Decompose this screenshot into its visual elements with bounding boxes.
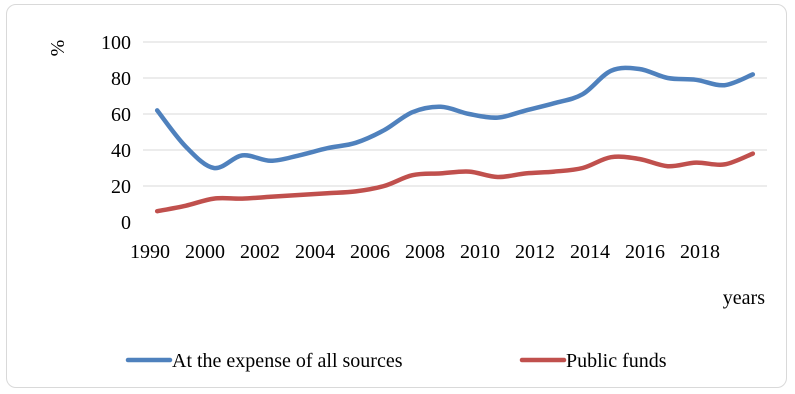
y-tick-label: 60: [111, 104, 131, 126]
legend-label-2: Public funds: [566, 350, 667, 372]
x-tick-label: 2012: [515, 241, 555, 263]
legend-label-1: At the expense of all sources: [172, 350, 403, 372]
gridlines: [143, 41, 767, 187]
x-tick-label: 1990: [130, 241, 170, 263]
series-lines: [154, 65, 756, 214]
x-tick-label: 2002: [240, 241, 280, 263]
y-axis-title: %: [47, 40, 69, 57]
x-tick-label: 2000: [185, 241, 225, 263]
x-axis-title: years: [723, 287, 765, 309]
x-tick-label: 2014: [570, 241, 610, 263]
chart-frame: [6, 4, 787, 388]
x-tick-label: 2004: [295, 241, 335, 263]
y-tick-label: 20: [111, 176, 131, 198]
x-tick-label: 2018: [680, 241, 720, 263]
y-tick-labels: 0 20 40 60 80 100: [101, 32, 131, 234]
x-tick-label: 2006: [350, 241, 390, 263]
series-line-1: [154, 65, 756, 171]
y-tick-label: 40: [111, 140, 131, 162]
x-tick-label: 2008: [405, 241, 445, 263]
x-tick-label: 2010: [460, 241, 500, 263]
x-tick-labels: 1990 2000 2002 2004 2006 2008 2010 2012 2014 2016…: [130, 241, 720, 263]
y-tick-label: 80: [111, 68, 131, 90]
x-tick-label: 2016: [625, 241, 665, 263]
y-tick-label: 100: [101, 32, 131, 54]
legend: At the expense of all sources Public fund…: [125, 350, 667, 372]
series-line-2: [154, 151, 756, 214]
y-tick-label: 0: [121, 212, 131, 234]
